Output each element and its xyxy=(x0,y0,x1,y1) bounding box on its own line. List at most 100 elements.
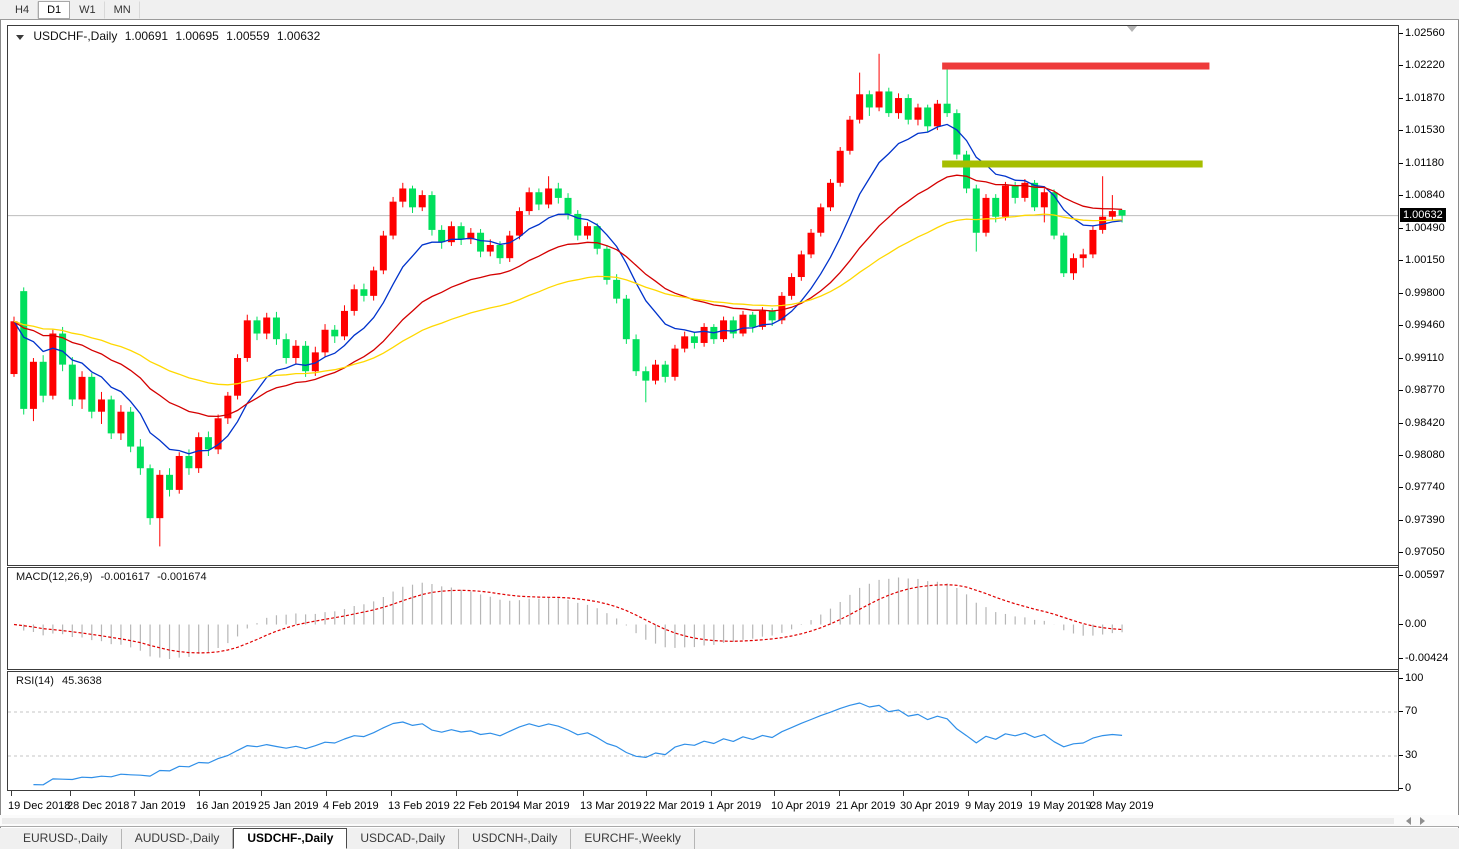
candle-body xyxy=(467,232,475,240)
macd-chart[interactable] xyxy=(8,568,1398,669)
candle-body xyxy=(836,150,844,183)
candle-body xyxy=(224,395,232,419)
date-axis-tick xyxy=(326,791,327,796)
open-value: 1.00691 xyxy=(124,29,169,43)
candle-body xyxy=(826,182,834,208)
chart-shift-marker-icon xyxy=(1127,26,1137,32)
candle-body xyxy=(360,289,368,296)
price-axis-tick xyxy=(1399,260,1403,261)
scroll-left-arrow-icon[interactable] xyxy=(1406,817,1411,825)
chart-tab-usdcnh-daily[interactable]: USDCNH-,Daily xyxy=(459,829,572,849)
candle-body xyxy=(1108,211,1116,217)
rsi-chart[interactable] xyxy=(8,672,1398,790)
price-axis-label: 0.98770 xyxy=(1405,383,1445,396)
timeframe-button-w1[interactable]: W1 xyxy=(70,1,105,19)
price-axis-tick xyxy=(1399,195,1403,196)
candle-body xyxy=(593,226,601,249)
candle-body xyxy=(282,339,290,359)
candle-body xyxy=(49,333,57,396)
candle-body xyxy=(758,310,766,327)
chart-tab-usdchf-daily[interactable]: USDCHF-,Daily xyxy=(233,828,348,849)
candle-body xyxy=(739,314,747,334)
candle-body xyxy=(409,188,417,208)
chart-tab-eurusd-daily[interactable]: EURUSD-,Daily xyxy=(10,829,122,849)
resistance-line[interactable] xyxy=(942,62,1210,70)
price-axis-label: 0.98420 xyxy=(1405,416,1445,429)
candle-body xyxy=(943,103,951,114)
candle-body xyxy=(175,455,183,490)
macd-value: -0.001617 xyxy=(100,571,151,583)
rsi-panel[interactable] xyxy=(7,671,1399,791)
scrollbar-thumb[interactable] xyxy=(2,818,1394,824)
date-axis-label: 1 Apr 2019 xyxy=(708,800,762,812)
rsi-axis-label: 0 xyxy=(1405,782,1412,794)
candle-body xyxy=(632,339,640,372)
candle-body xyxy=(88,376,96,412)
chart-tab-usdcad-daily[interactable]: USDCAD-,Daily xyxy=(347,829,460,849)
candle-body xyxy=(1011,185,1019,198)
support-line[interactable] xyxy=(942,160,1203,168)
candle-body xyxy=(20,291,28,409)
candle-body xyxy=(652,364,660,381)
candle-body xyxy=(1001,185,1009,217)
candle-body xyxy=(68,364,76,400)
candle-body xyxy=(982,197,990,233)
collapse-indicator-icon[interactable] xyxy=(16,35,24,40)
candle-body xyxy=(554,188,562,198)
timeframe-button-d1[interactable]: D1 xyxy=(38,1,71,19)
rsi-axis-label: 70 xyxy=(1405,705,1418,717)
candle-body xyxy=(661,364,669,377)
candle-body xyxy=(1069,258,1077,274)
chart-tab-audusd-daily[interactable]: AUDUSD-,Daily xyxy=(122,829,234,849)
macd-axis-tick xyxy=(1399,623,1403,625)
candle-body xyxy=(1079,254,1087,259)
chart-tab-eurchf-weekly[interactable]: EURCHF-,Weekly xyxy=(571,829,695,849)
date-axis-tick xyxy=(1093,791,1094,796)
high-value: 1.00695 xyxy=(175,29,219,43)
date-axis-tick xyxy=(583,791,584,796)
candle-body xyxy=(331,329,339,337)
candle-body xyxy=(370,270,378,296)
rsi-label: RSI(14) 45.3638 xyxy=(16,675,102,687)
timeframe-button-mn[interactable]: MN xyxy=(105,1,140,19)
candle-body xyxy=(146,468,154,519)
candle-body xyxy=(1060,235,1068,274)
date-axis-tick xyxy=(11,791,12,796)
date-axis-label: 28 May 2019 xyxy=(1090,800,1154,812)
price-axis-tick xyxy=(1399,389,1403,391)
candle-body xyxy=(1050,192,1058,236)
candle-body xyxy=(311,352,319,372)
candlestick-chart[interactable] xyxy=(8,26,1398,565)
macd-panel[interactable] xyxy=(7,567,1399,670)
scroll-right-arrow-icon[interactable] xyxy=(1420,817,1425,825)
candle-body xyxy=(807,232,815,255)
horizontal-scrollbar[interactable] xyxy=(0,815,1459,827)
timeframe-button-h4[interactable]: H4 xyxy=(6,1,39,19)
date-axis-tick xyxy=(903,791,904,796)
date-axis-tick xyxy=(1031,791,1032,796)
macd-axis-tick xyxy=(1399,658,1403,659)
candle-body xyxy=(350,289,358,311)
rsi-axis-tick xyxy=(1399,678,1403,679)
candle-body xyxy=(972,188,980,233)
candle-body xyxy=(642,371,650,381)
current-price-tag: 1.00632 xyxy=(1400,207,1446,222)
timeframe-toolbar: H4 D1 W1 MN xyxy=(0,0,1459,20)
date-axis-label: 13 Mar 2019 xyxy=(580,800,642,812)
candle-body xyxy=(457,226,465,240)
price-axis-border xyxy=(1398,25,1399,791)
candle-body xyxy=(545,188,553,205)
candle-body xyxy=(506,235,514,259)
candle-body xyxy=(59,333,67,365)
price-axis-label: 1.00150 xyxy=(1405,254,1445,266)
candle-body xyxy=(156,474,164,519)
date-axis-label: 28 Dec 2018 xyxy=(67,800,130,812)
rsi-axis-label: 30 xyxy=(1405,749,1418,761)
price-axis-label: 1.01870 xyxy=(1405,91,1445,104)
rsi-axis-tick xyxy=(1399,755,1403,756)
candle-body xyxy=(846,119,854,151)
candle-body xyxy=(292,345,300,359)
rsi-axis-tick xyxy=(1399,711,1403,712)
price-axis-label: 1.02560 xyxy=(1405,27,1445,39)
price-chart-panel[interactable] xyxy=(7,25,1399,566)
